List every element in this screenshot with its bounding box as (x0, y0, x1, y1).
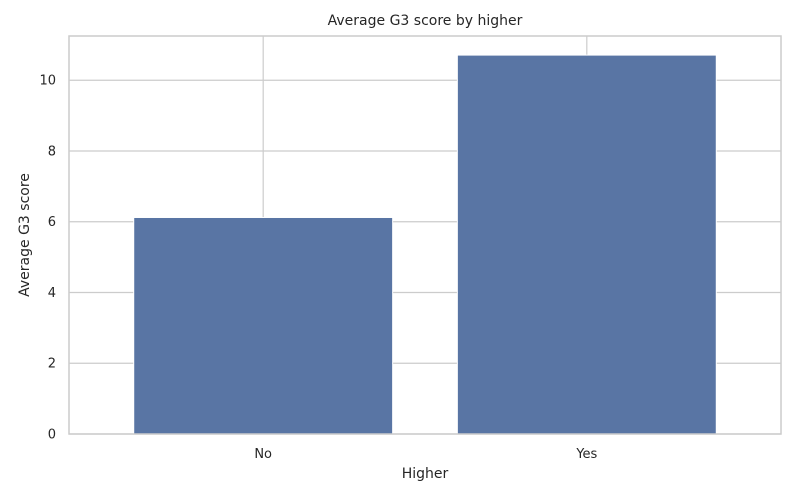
bar-yes (456, 54, 717, 435)
x-tick-labels: No Yes (254, 447, 597, 462)
y-tick-label: 0 (48, 428, 56, 443)
chart-title: Average G3 score by higher (328, 13, 523, 29)
bars-layer (133, 54, 717, 435)
y-tick-label: 4 (48, 286, 56, 301)
x-tick-label: No (254, 447, 272, 462)
bar-no (133, 216, 394, 435)
plot-frame (68, 35, 782, 435)
x-tick-label: Yes (575, 447, 597, 462)
y-tick-label: 2 (48, 357, 56, 372)
y-tick-label: 6 (48, 215, 56, 230)
x-axis-label: Higher (402, 466, 449, 482)
y-tick-labels: 0 2 4 6 8 10 (39, 74, 56, 443)
y-tick-label: 10 (39, 74, 56, 89)
y-axis-label: Average G3 score (17, 173, 33, 297)
y-tick-label: 8 (48, 144, 56, 159)
